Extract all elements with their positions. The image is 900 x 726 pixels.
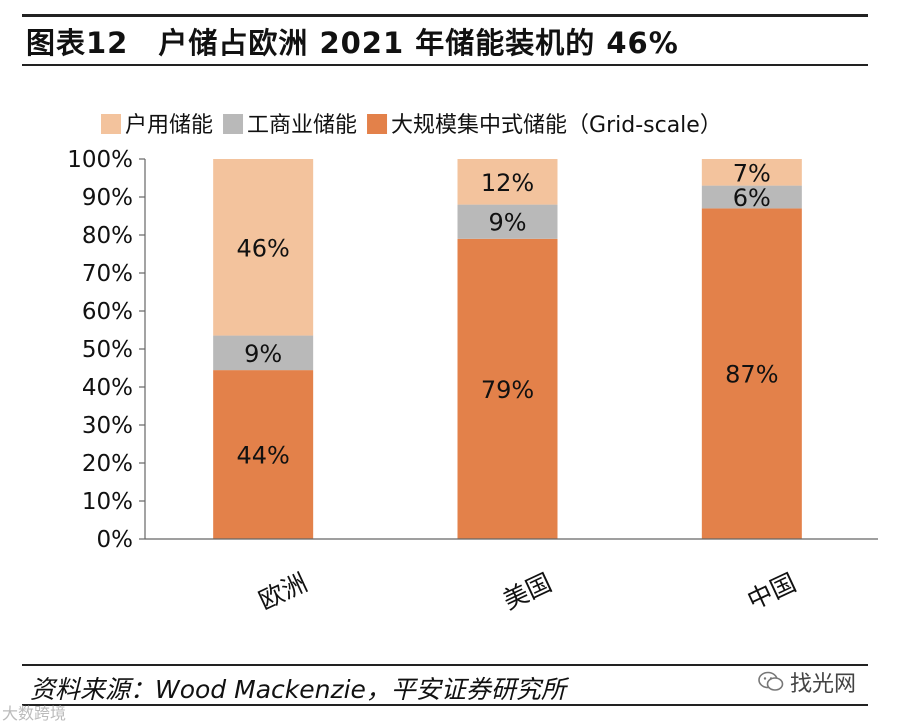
x-tick-label: 中国	[743, 568, 801, 615]
data-label: 7%	[733, 159, 771, 187]
legend-label: 工商业储能	[247, 113, 357, 138]
wechat-watermark: 找光网	[758, 666, 856, 698]
figure-title-text: 户储占欧洲 2021 年储能装机的 46%	[158, 26, 679, 60]
footer-top-rule	[22, 664, 868, 666]
data-label: 9%	[488, 209, 526, 237]
bar-segment	[701, 185, 802, 209]
figure-label: 图表12	[26, 26, 129, 60]
y-tick-label: 50%	[82, 337, 133, 363]
y-tick-label: 60%	[82, 299, 133, 325]
data-label: 87%	[725, 361, 778, 389]
data-label: 6%	[733, 184, 771, 212]
figure-title: 图表12 户储占欧洲 2021 年储能装机的 46%	[26, 20, 679, 62]
bars: 44% 9% 46% 79% 9% 12% 87% 6%7%	[213, 159, 802, 540]
bar-segment	[457, 238, 558, 540]
data-label: 9%	[244, 340, 282, 368]
x-axis: 欧洲 美国 中国	[145, 538, 878, 615]
y-tick-label: 30%	[82, 413, 133, 439]
source-note: 资料来源：Wood Mackenzie，平安证券研究所	[30, 675, 566, 704]
data-label: 12%	[481, 169, 534, 197]
legend-label: 大规模集中式储能（Grid-scale）	[391, 113, 722, 138]
legend-swatch	[367, 114, 388, 134]
y-tick-label: 0%	[97, 527, 134, 553]
corner-watermark: 大数跨境	[2, 704, 67, 723]
y-tick-label: 80%	[82, 223, 133, 249]
chart-legend: 户用储能 工商业储能 大规模集中式储能（Grid-scale）	[101, 113, 722, 138]
x-tick-label: 欧洲	[254, 568, 312, 615]
legend-swatch	[223, 114, 244, 134]
bar-segment	[701, 208, 802, 539]
data-label: 79%	[481, 376, 534, 404]
y-tick-label: 90%	[82, 185, 133, 211]
bar-segment	[213, 159, 314, 336]
y-tick-label: 40%	[82, 375, 133, 401]
legend-swatch	[101, 114, 121, 134]
bar-segment	[213, 335, 314, 371]
wechat-icon	[758, 671, 784, 691]
y-tick-label: 10%	[82, 489, 133, 515]
data-label: 46%	[236, 234, 289, 262]
legend-label: 户用储能	[125, 113, 213, 138]
title-top-rule	[22, 14, 868, 17]
bar-segment	[701, 159, 802, 186]
bar-segment	[457, 204, 558, 239]
y-axis: 0% 10% 20% 30% 40% 50% 60% 70% 80% 90% 100%	[67, 147, 146, 553]
footer-bottom-rule	[22, 704, 868, 706]
y-tick-label: 20%	[82, 451, 133, 477]
bar-segment	[213, 370, 314, 539]
y-tick-label: 70%	[82, 261, 133, 287]
stacked-bar-chart: 户用储能 工商业储能 大规模集中式储能（Grid-scale） 0% 10% 20% 30…	[67, 113, 878, 615]
bar-segment	[457, 159, 558, 205]
title-bottom-rule	[22, 64, 868, 66]
data-label: 44%	[236, 442, 289, 470]
wechat-watermark-text: 找光网	[790, 672, 857, 697]
x-tick-label: 美国	[498, 568, 556, 615]
y-tick-label: 100%	[67, 147, 133, 173]
